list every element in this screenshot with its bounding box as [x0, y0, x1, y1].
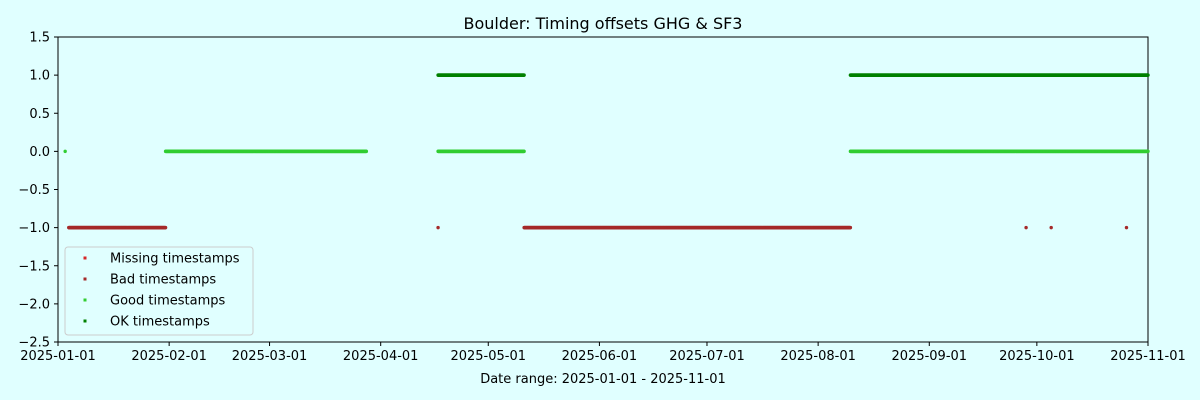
y-tick-label: −1.5 [18, 259, 50, 274]
data-point [436, 225, 440, 230]
legend-marker [83, 298, 87, 302]
series-layer [63, 73, 1150, 230]
x-tick-label: 2025-05-01 [450, 349, 526, 364]
data-point [522, 149, 526, 154]
y-tick-label: 1.5 [29, 31, 50, 46]
data-point [1049, 225, 1053, 230]
legend-label: Good timestamps [110, 294, 225, 309]
x-tick-label: 2025-09-01 [892, 349, 968, 364]
data-point [1146, 149, 1150, 154]
x-tick-label: 2025-11-01 [1110, 349, 1186, 364]
data-point [522, 73, 526, 77]
x-tick-label: 2025-04-01 [343, 349, 419, 364]
x-tick-label: 2025-03-01 [232, 349, 308, 364]
data-point [163, 225, 168, 230]
legend-label: OK timestamps [110, 315, 210, 330]
x-tick-label: 2025-06-01 [562, 349, 638, 364]
x-tick-label: 2025-02-01 [131, 349, 207, 364]
legend-marker [83, 319, 87, 323]
data-point [1146, 73, 1150, 77]
y-tick-label: −2.5 [18, 336, 50, 351]
x-axis-label: Date range: 2025-01-01 - 2025-11-01 [480, 372, 726, 387]
x-tick-label: 2025-10-01 [999, 349, 1075, 364]
data-point [364, 149, 369, 154]
series-1 [67, 225, 1129, 230]
y-tick-label: 0.0 [29, 145, 50, 160]
legend-marker [83, 256, 87, 260]
series-2 [63, 149, 1150, 154]
chart-title: Boulder: Timing offsets GHG & SF3 [464, 14, 743, 33]
x-tick-label: 2025-07-01 [669, 349, 745, 364]
legend: Missing timestamps Bad timestamps Good tim… [64, 246, 254, 336]
legend-label: Missing timestamps [110, 252, 240, 267]
y-tick-label: −0.5 [18, 183, 50, 198]
data-point [1124, 225, 1129, 230]
data-point [63, 149, 67, 154]
y-tick-label: −1.0 [18, 221, 50, 236]
y-tick-label: −2.0 [18, 297, 50, 312]
x-axis: 2025-01-01 2025-02-01 2025-03-01 2025-04-01… [20, 342, 1186, 364]
y-tick-label: 1.0 [29, 69, 50, 84]
legend-label: Bad timestamps [110, 273, 216, 288]
y-axis: 1.5 1.0 0.5 0.0 −0.5 −1.0 −1.5 −2.0 −2.5 [18, 31, 58, 351]
y-tick-label: 0.5 [29, 107, 50, 122]
data-point [1024, 225, 1028, 230]
x-tick-label: 2025-08-01 [780, 349, 856, 364]
legend-marker [83, 277, 87, 281]
data-point [848, 225, 853, 230]
x-tick-label: 2025-01-01 [20, 349, 96, 364]
